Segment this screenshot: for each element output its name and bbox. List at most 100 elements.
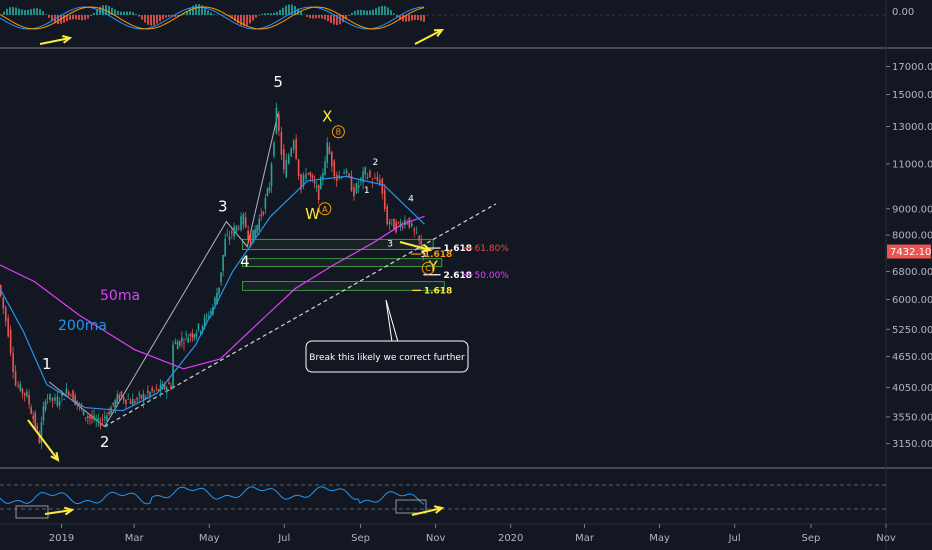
candle-body [125,399,127,405]
candle-body [348,173,350,177]
candle-body [127,399,129,400]
candle-body [364,167,367,175]
candle-body [49,393,51,400]
candle-body [120,391,123,397]
macd-histogram-bar [93,12,95,15]
macd-histogram-bar [375,8,377,15]
candle-body [297,159,300,176]
support-box [242,258,443,267]
candle-body [216,292,218,305]
candle-body [280,132,283,155]
arrow-head [433,28,445,38]
macd-histogram-bar [207,10,209,15]
circled-wave-label: A [318,202,332,216]
fib-pct-label: 61.80% [475,244,510,254]
candle-body [411,223,413,227]
arrow-shaft [39,37,71,45]
candle-body [254,229,256,239]
macd-histogram-bar [171,15,173,17]
macd-histogram-bar [330,15,332,24]
macd-histogram-bar [195,4,197,15]
macd-histogram-bar [24,10,26,15]
candle-body [19,383,22,391]
macd-histogram-bar [261,13,263,15]
candle-body [136,397,138,400]
candle-body [218,287,220,294]
annotation-callout: Break this likely we correct further [305,299,469,373]
macd-histogram-bar [369,10,371,15]
candle-body [292,140,295,150]
candle-body [89,416,91,419]
fib-label: 1.618 [444,244,472,254]
candle-body [144,396,147,399]
candle-body [242,213,245,225]
macd-histogram-bar [45,14,47,15]
macd-histogram-bar [33,8,35,15]
candle-body [214,297,216,304]
macd-histogram-bar [381,5,383,15]
macd-histogram-bar [138,15,140,17]
macd-histogram-bar [192,5,194,15]
macd-histogram-bar [9,7,11,15]
macd-histogram-bar [285,5,287,15]
last-price-label: 7432.10 [890,247,931,258]
candle-body [220,272,222,283]
macd-histogram-bar [357,9,359,15]
candle-body [147,390,149,393]
macd-histogram-bar [204,7,206,15]
wave-label-Y: Y [428,257,439,275]
candle-body [307,172,310,175]
y-tick-label: 17000.00 [892,62,932,73]
macd-histogram-bar [417,15,419,21]
macd-histogram-bar [393,13,395,15]
candle-body [362,171,364,183]
candle-body [26,391,28,397]
wave-label-5: 5 [420,250,426,260]
candle-body [345,170,348,174]
fib-label: 2.618 [444,271,472,281]
macd-histogram-bar [276,11,278,15]
macd-histogram-bar [132,12,134,15]
support-box [242,238,434,250]
macd-histogram-bar [345,15,347,20]
candle-body [174,341,177,344]
yellow-arrow [414,28,445,45]
fib-label: 1.618 [424,250,452,260]
candle-body [290,148,293,157]
candle-body [103,416,106,419]
macd-histogram-bar [120,11,122,15]
candle-body [326,142,329,163]
macd-histogram-bar [297,8,299,15]
candle-body [4,307,7,321]
macd-histogram-bar [264,13,266,15]
candle-body [149,392,151,397]
macd-histogram-bar [90,15,92,17]
wave-label-W: W [305,205,320,223]
macd-histogram-bar [246,15,248,26]
candle-body [155,387,158,389]
macd-histogram-bar [105,4,107,16]
macd-histogram-bar [351,12,353,15]
candle-body [189,334,192,336]
macd-histogram-bar [78,15,80,20]
x-tick-label: 2020 [498,533,523,544]
macd-histogram-bar [399,15,401,20]
wave-circle [318,202,332,216]
yellow-arrow [399,241,433,253]
macd-histogram-bar [165,15,167,18]
macd-histogram-bar [360,9,362,15]
candle-body [240,216,242,231]
candle-body [333,160,336,177]
candle-body [51,397,54,401]
candle-body [395,222,397,233]
macd-histogram-bar [162,15,164,20]
candle-body [391,219,393,221]
candle-body [34,412,37,428]
macd-histogram-bar [231,15,233,19]
macd-histogram-bar [363,10,365,15]
candle-body [226,234,229,236]
rsi-panel [0,484,886,519]
candle-body [54,397,56,401]
candle-body [273,142,275,157]
